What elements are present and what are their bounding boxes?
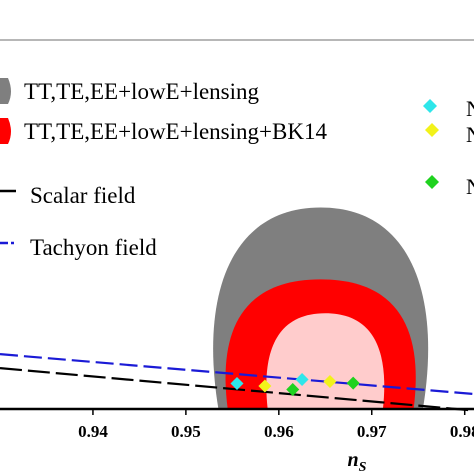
legend-left: TT,TE,EE+lowE+lensing TT,TE,EE+lowE+lensi… — [0, 78, 327, 260]
x-ticks: 0.94 0.95 0.96 0.97 0.98 — [78, 409, 474, 441]
legend-marker-label: N — [466, 96, 474, 121]
data-point-5 — [346, 376, 360, 390]
legend-right: NNN — [423, 96, 474, 199]
legend-swatch-red — [0, 118, 11, 144]
x-tick-label: 0.95 — [171, 422, 201, 441]
data-point-0 — [230, 376, 244, 390]
legend-swatch-gray — [0, 78, 11, 104]
x-tick-label: 0.96 — [264, 422, 294, 441]
x-tick-label: 0.94 — [78, 422, 108, 441]
x-tick-label: 0.98 — [450, 422, 474, 441]
series-line-tachyon — [0, 353, 474, 396]
data-point-2 — [286, 382, 300, 396]
legend-label: Tachyon field — [30, 235, 157, 260]
legend-marker — [423, 99, 437, 113]
legend-marker-label: N — [466, 174, 474, 199]
x-axis-label: nS — [348, 449, 367, 474]
legend-marker-label: N — [466, 122, 474, 147]
legend-label: TT,TE,EE+lowE+lensing — [24, 79, 260, 104]
legend-label: Scalar field — [30, 183, 136, 208]
x-tick-label: 0.97 — [357, 422, 387, 441]
legend-label: TT,TE,EE+lowE+lensing+BK14 — [24, 119, 327, 144]
data-point-3 — [295, 372, 309, 386]
data-point-4 — [323, 374, 337, 388]
legend-marker — [425, 123, 439, 137]
data-points — [230, 372, 360, 396]
confidence-regions — [213, 207, 429, 409]
legend-marker — [425, 175, 439, 189]
data-point-1 — [258, 379, 272, 393]
